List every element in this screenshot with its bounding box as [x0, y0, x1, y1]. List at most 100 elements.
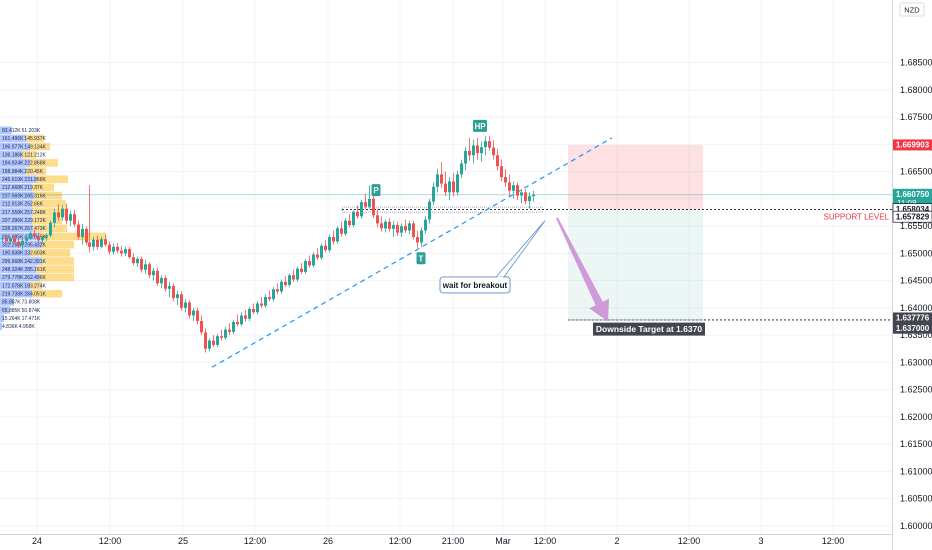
candle — [424, 216, 427, 234]
volume-profile-label: 161.496K 145.937K — [2, 136, 46, 142]
candle — [456, 170, 459, 196]
price-tick-label: 1.675000 — [900, 112, 932, 122]
candle-body — [25, 238, 28, 241]
candle-body — [228, 329, 231, 332]
price-axis[interactable]: 1.600000 1.605000 1.610000 1.615000 1.620000… — [892, 0, 932, 550]
candle-body — [136, 258, 139, 264]
candle-body — [128, 249, 131, 258]
volume-profile-label: 83.412K 51.203K — [2, 128, 41, 134]
time-tick-label: 24 — [32, 536, 42, 546]
candle — [104, 234, 107, 247]
price-tick-label: 1.600000 — [900, 521, 932, 531]
candle — [320, 243, 323, 260]
candle — [248, 306, 251, 321]
candle-body — [528, 196, 531, 202]
time-axis[interactable]: 24 12:00 25 12:00 26 12:00 21:00 Mar 12:00 2 12:00… — [0, 534, 892, 547]
candle-body — [45, 235, 48, 238]
volume-profile-buy-bar — [0, 208, 33, 216]
candle — [336, 226, 339, 244]
volume-profile-buy-bar — [0, 134, 26, 143]
candle — [53, 208, 56, 228]
candle-body — [17, 241, 20, 246]
candle — [92, 237, 95, 251]
downside-arrow — [556, 217, 609, 322]
candle — [57, 204, 60, 221]
price-tick-label: 1.655000 — [900, 221, 932, 231]
candle-body — [300, 268, 303, 272]
volume-profile-buy-bar — [0, 191, 34, 200]
candle — [292, 269, 295, 282]
candle-body — [148, 264, 151, 276]
candle-body — [288, 275, 291, 285]
candle-body — [204, 332, 207, 349]
candle-body — [252, 308, 255, 313]
volume-profile-sell-bar — [32, 199, 66, 208]
candle — [156, 267, 159, 287]
candle — [88, 185, 91, 253]
candle — [416, 230, 419, 248]
candle-body — [232, 322, 235, 332]
candle-body — [436, 174, 439, 187]
time-tick-label: 2 — [614, 536, 619, 546]
candle-body — [73, 214, 76, 225]
candle-body — [488, 141, 491, 148]
candle — [452, 172, 455, 197]
candle — [5, 235, 8, 244]
volume-profile-buy-bar — [0, 142, 30, 151]
candle — [504, 168, 507, 187]
volume-profile-sell-bar — [32, 289, 62, 298]
currency-toggle[interactable] — [899, 2, 925, 17]
candle — [108, 241, 111, 255]
volume-profile-sell-bar — [42, 257, 74, 265]
candle-body — [268, 296, 271, 300]
pattern-label-t: T — [419, 254, 424, 263]
candle — [448, 177, 451, 200]
candle-body — [92, 239, 95, 247]
candle — [260, 296, 263, 308]
candle-body — [108, 244, 111, 252]
candle-body — [180, 294, 183, 308]
volume-profile-label: 65.885K 50.874K — [2, 308, 41, 314]
candle — [296, 266, 299, 282]
candle — [396, 221, 399, 236]
volume-profile-sell-bar — [40, 273, 74, 282]
pattern-label-box — [371, 184, 381, 197]
candle — [172, 283, 175, 302]
candle — [81, 223, 84, 245]
candle-body — [176, 294, 179, 299]
candle-body — [468, 150, 471, 156]
candle — [17, 237, 20, 248]
volume-profile-sell-bar — [30, 159, 58, 167]
time-tick-label: 3 — [758, 536, 763, 546]
candle — [472, 140, 475, 164]
candle-body — [460, 163, 463, 175]
pattern-label-box — [416, 252, 426, 265]
candle-body — [144, 264, 147, 270]
candle-body — [368, 198, 371, 207]
volume-profile-sell-bar — [40, 232, 106, 241]
volume-profile-label: 172.078K 183.274K — [2, 283, 46, 289]
volume-profile-buy-bar — [0, 183, 32, 192]
candle-body — [476, 145, 479, 154]
candle-body — [5, 238, 8, 242]
candle — [164, 275, 167, 292]
candle — [348, 214, 351, 228]
candle-body — [1, 238, 4, 239]
volume-profile-label: 219.738K 284.051K — [2, 292, 46, 298]
time-tick-label: 12:00 — [678, 536, 701, 546]
candle-body — [120, 250, 123, 254]
candle — [420, 227, 423, 247]
candle — [528, 192, 531, 209]
candle — [516, 182, 519, 200]
candle-body — [37, 236, 40, 241]
candle — [316, 247, 319, 260]
candle — [45, 233, 48, 241]
candle — [264, 294, 267, 308]
candle — [476, 137, 479, 160]
candle-body — [41, 237, 44, 241]
candle — [148, 262, 151, 278]
candle-body — [520, 192, 523, 196]
candle — [356, 205, 359, 219]
candle-body — [456, 174, 459, 193]
